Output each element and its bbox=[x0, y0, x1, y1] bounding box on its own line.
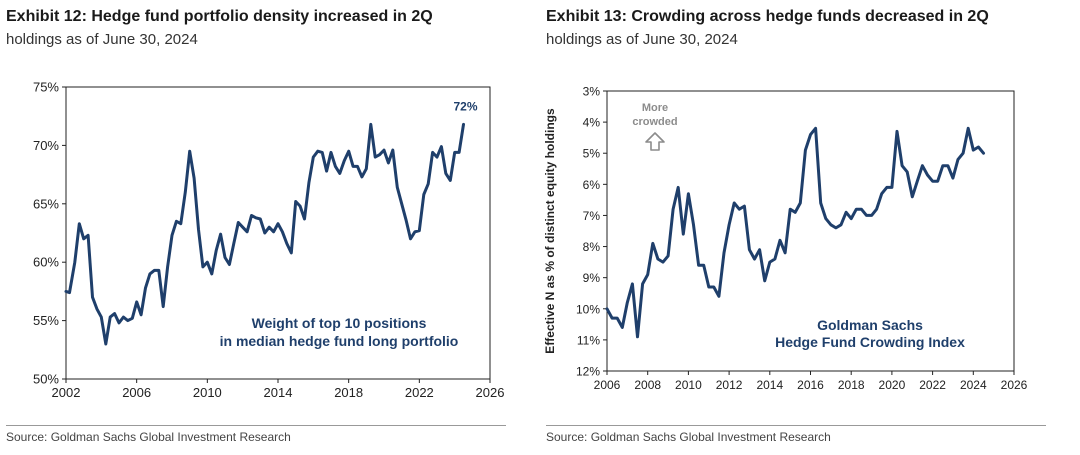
x-tick-label: 2014 bbox=[264, 385, 293, 400]
exhibit-12-source: Source: Goldman Sachs Global Investment … bbox=[6, 430, 291, 444]
x-tick-label: 2010 bbox=[675, 378, 702, 392]
x-tick-label: 2020 bbox=[879, 378, 906, 392]
x-tick-label: 2022 bbox=[405, 385, 434, 400]
exhibit-13-subtitle: holdings as of June 30, 2024 bbox=[546, 31, 738, 48]
y-tick-label: 75% bbox=[33, 80, 59, 95]
series-line bbox=[64, 122, 465, 346]
exhibit-12-panel: Exhibit 12: Hedge fund portfolio density… bbox=[0, 0, 520, 455]
x-tick-label: 2018 bbox=[334, 385, 363, 400]
exhibit-13-source: Source: Goldman Sachs Global Investment … bbox=[546, 430, 831, 444]
x-tick-label: 2006 bbox=[122, 385, 151, 400]
exhibit-13-title: Exhibit 13: Crowding across hedge funds … bbox=[546, 8, 989, 25]
chart-annotation-line: Hedge Fund Crowding Index bbox=[775, 334, 965, 350]
y-tick-label: 6% bbox=[583, 178, 601, 192]
x-tick-label: 2024 bbox=[960, 378, 987, 392]
exhibit-12-title: Exhibit 12: Hedge fund portfolio density… bbox=[6, 8, 433, 25]
exhibit-13-source-rule bbox=[546, 425, 1046, 426]
x-tick-label: 2026 bbox=[476, 385, 505, 400]
chart-annotation-line: Weight of top 10 positions bbox=[252, 315, 427, 331]
x-tick-label: 2006 bbox=[594, 378, 621, 392]
x-tick-label: 2010 bbox=[193, 385, 222, 400]
y-tick-label: 7% bbox=[583, 209, 601, 223]
chart-annotation-line: in median hedge fund long portfolio bbox=[220, 333, 459, 349]
y-tick-label: 5% bbox=[583, 147, 601, 161]
x-tick-label: 2018 bbox=[838, 378, 865, 392]
y-tick-label: 8% bbox=[583, 240, 601, 254]
series-line bbox=[605, 126, 985, 339]
crowded-hint-text: More bbox=[642, 102, 668, 114]
x-tick-label: 2008 bbox=[634, 378, 661, 392]
x-tick-label: 2012 bbox=[716, 378, 743, 392]
y-tick-label: 3% bbox=[583, 85, 601, 99]
up-arrow-icon bbox=[645, 132, 665, 151]
y-tick-label: 60% bbox=[33, 255, 59, 270]
y-tick-label: 12% bbox=[576, 365, 600, 379]
x-tick-label: 2026 bbox=[1001, 378, 1028, 392]
y-tick-label: 55% bbox=[33, 313, 59, 328]
exhibit-12-chart: 50% 55% 60% 65% 70% 75% 2002 2006 2010 2014 2018 20… bbox=[33, 80, 505, 401]
y-tick-label: 10% bbox=[576, 302, 600, 316]
exhibit-12-subtitle: holdings as of June 30, 2024 bbox=[6, 31, 198, 48]
x-tick-label: 2014 bbox=[756, 378, 783, 392]
exhibit-13-panel: Exhibit 13: Crowding across hedge funds … bbox=[540, 0, 1080, 455]
y-tick-label: 11% bbox=[577, 333, 600, 347]
exhibit-12-source-rule bbox=[6, 425, 506, 426]
x-tick-label: 2016 bbox=[797, 378, 824, 392]
y-tick-label: 50% bbox=[33, 372, 59, 387]
x-tick-label: 2022 bbox=[919, 378, 946, 392]
crowded-hint-text: crowded bbox=[632, 116, 677, 128]
y-tick-label: 9% bbox=[583, 271, 601, 285]
end-value-label: 72% bbox=[453, 99, 477, 113]
chart-annotation-line: Goldman Sachs bbox=[817, 317, 923, 333]
y-tick-label: 70% bbox=[33, 138, 59, 153]
exhibit-13-chart: 3% 4% 5% 6% 7% 8% 9% 10% 11% 12%2006 2008 2010 2012 2… bbox=[543, 85, 1028, 393]
y-tick-label: 4% bbox=[583, 116, 601, 130]
y-tick-label: 65% bbox=[33, 196, 59, 211]
y-axis-label: Effective N as % of distinct equity hold… bbox=[543, 108, 557, 354]
x-tick-label: 2002 bbox=[52, 385, 81, 400]
